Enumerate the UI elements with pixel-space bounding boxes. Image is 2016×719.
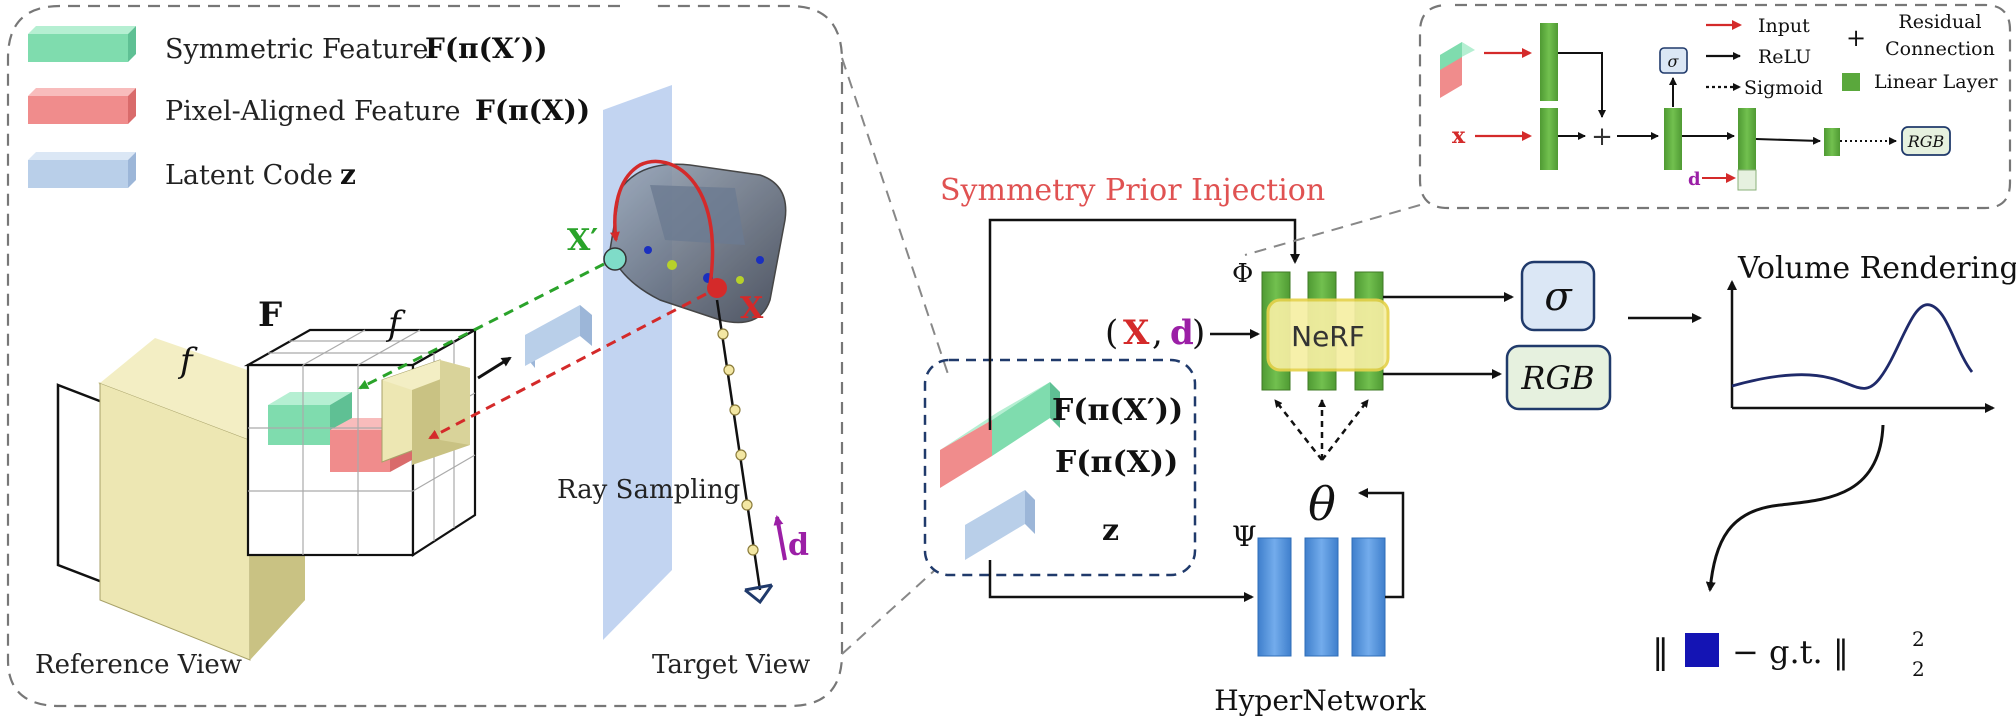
left-panel-border (6, 4, 844, 708)
target-view-label: Target View (652, 650, 810, 680)
loss-term: ‖ − g.t. ‖ 2 2 (1652, 627, 1925, 681)
inset-plus: + (1591, 122, 1613, 152)
hypernetwork-block (1257, 537, 1386, 657)
zoom-connector-bottom (841, 569, 936, 655)
zoom-connector-top (841, 57, 951, 381)
inset-legend-input: Input (1758, 15, 1810, 37)
density-curve (1731, 303, 1974, 390)
inset-layer-4 (1738, 108, 1756, 170)
pixel-projection-ray (428, 292, 707, 440)
inset-sigma-box (1659, 47, 1688, 74)
hypernetwork-label: HyperNetwork (1214, 684, 1427, 717)
legend-pixel-swatch (28, 88, 136, 124)
feat-z-math: z (1102, 513, 1119, 548)
inset-l4-arrow (1755, 136, 1821, 145)
sym-pixel-feature-bar (940, 382, 1060, 488)
query-point-label: X (740, 291, 764, 326)
nerf-label: NeRF (1291, 320, 1365, 353)
rgb-box (1505, 344, 1612, 411)
symmetric-point (603, 247, 627, 271)
latent-to-hypernet-arrow (988, 560, 1254, 602)
feature-volume-label: F (258, 295, 282, 335)
legend-latent-swatch (28, 152, 136, 188)
symmetric-point-label: X′ (567, 223, 598, 258)
inset-layer-1 (1540, 23, 1558, 101)
loss-left-norm: ‖ (1652, 632, 1669, 672)
legend-latent-math: z (340, 158, 356, 191)
theta-label: θ (1308, 477, 1336, 531)
inset-legend-linear: Linear Layer (1874, 71, 1999, 93)
input-close-paren: ) (1192, 313, 1205, 353)
loss-sub: 2 (1912, 657, 1925, 681)
ray-sampling-label: Ray Sampling (557, 475, 740, 505)
latent-code-bar (525, 305, 592, 368)
left-panel: Symmetric Feature F(π(X′)) Pixel-Aligned… (6, 4, 844, 708)
inset-legend-residual-2: Connection (1885, 38, 1995, 60)
volume-rendering: Volume Rendering (1628, 251, 2016, 592)
inset-legend-sigmoid: Sigmoid (1744, 77, 1823, 99)
inset-legend-linear-swatch (1842, 73, 1860, 91)
feature-volume (243, 328, 480, 558)
encoder-prism-right (381, 359, 470, 465)
input-x: X (1123, 313, 1150, 353)
inset-rgb-box (1901, 126, 1951, 156)
feat-pix-math: F(π(X)) (1055, 445, 1178, 480)
inset-rgb-label: RGB (1907, 132, 1945, 151)
render-to-loss-arrow (1705, 424, 1885, 592)
input-comma: , (1152, 313, 1163, 353)
latent-feature-bar (965, 490, 1035, 560)
inset-legend-relu: ReLU (1758, 46, 1811, 68)
inset-legend-residual-plus: + (1846, 24, 1866, 52)
legend-pixel-math: F(π(X)) (475, 94, 590, 127)
nerf-block (1261, 271, 1390, 391)
target-camera-icon (744, 583, 774, 605)
center-pipeline: F(π(X′)) F(π(X)) z Symmetry Prior Inject… (923, 173, 1612, 717)
view-direction-label: d (788, 528, 809, 563)
rgb-label: RGB (1520, 359, 1594, 397)
inset-layer-2 (1540, 108, 1558, 170)
legend-latent-label: Latent Code (165, 160, 333, 191)
inset-layer-5 (1824, 128, 1840, 156)
inset-border (1418, 3, 2012, 210)
input-d: d (1170, 313, 1194, 353)
input-open-paren: ( (1105, 313, 1118, 353)
legend-symmetric-label: Symmetric Feature (165, 34, 429, 65)
nerf-input-tuple: ( X , d ) (1105, 313, 1205, 353)
symmetric-projection-ray (358, 262, 605, 390)
sigma-box (1520, 260, 1596, 332)
inset-legend-residual-1: Residual (1898, 11, 1981, 33)
sigma-label: σ (1544, 274, 1573, 320)
encoder-to-latent-arrow (477, 356, 512, 380)
inset-d-label: d (1688, 169, 1701, 190)
legend-symmetric-math: F(π(X′)) (425, 32, 547, 65)
inset-residual-arrow (1558, 52, 1606, 118)
feature-input-box (923, 358, 1197, 577)
ray-samples (715, 299, 762, 591)
mlp-inset: x + σ d RGB Input ReLU Sigmoid + Residua… (1418, 3, 2012, 210)
view-direction-arrow (773, 515, 787, 561)
hypernet-to-theta-arrow (1358, 488, 1405, 599)
psi-label: Ψ (1232, 520, 1257, 553)
theta-to-nerf-arrows (1274, 399, 1369, 461)
loss-sup: 2 (1912, 627, 1925, 651)
loss-right-text: − g.t. ‖ (1732, 633, 1849, 671)
feat-sym-math: F(π(X′)) (1052, 393, 1183, 428)
inset-sigma-label: σ (1668, 52, 1680, 71)
inset-connector (1244, 204, 1421, 256)
legend-symmetric-swatch (28, 26, 136, 62)
volume-rendering-label: Volume Rendering (1737, 251, 2016, 286)
reference-view-label: Reference View (35, 650, 242, 680)
phi-label: Φ (1232, 259, 1253, 289)
inset-x-label: x (1452, 123, 1466, 149)
inset-layer-3 (1664, 108, 1682, 170)
legend-pixel-label: Pixel-Aligned Feature (165, 96, 461, 127)
symmetry-prior-label: Symmetry Prior Injection (940, 173, 1325, 208)
query-point (707, 278, 727, 298)
symmetry-mapping-arrow (609, 159, 715, 286)
inset-feature-bar (1440, 42, 1475, 98)
rendered-pixel-square (1685, 633, 1719, 667)
inset-layer-4-ext (1737, 169, 1757, 191)
